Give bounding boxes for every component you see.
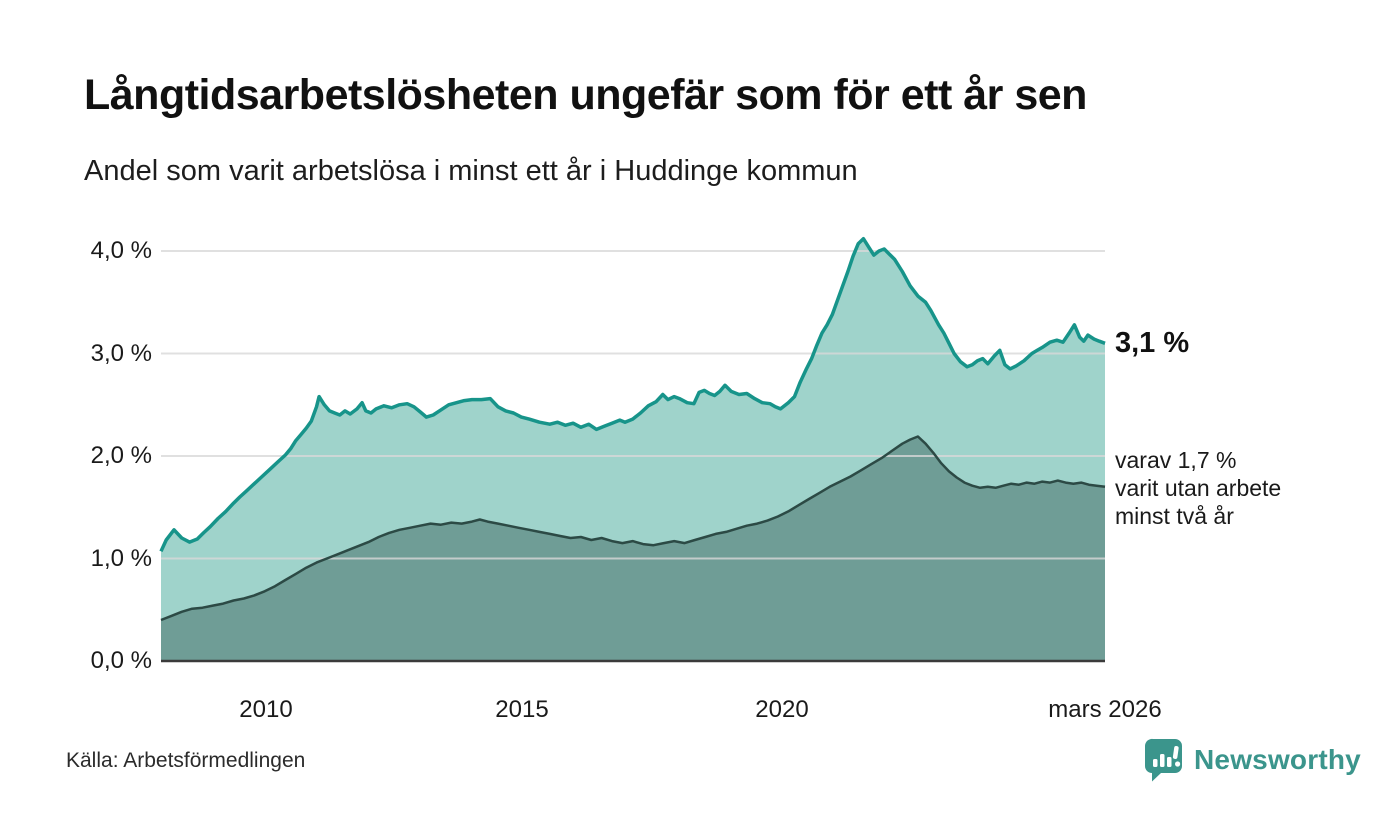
source-text: Källa: Arbetsförmedlingen xyxy=(66,749,306,772)
x-axis-label: mars 2026 xyxy=(1048,696,1162,723)
line-two-year xyxy=(160,435,1106,622)
value-label-two-year-line: varav 1,7 % xyxy=(1115,447,1237,473)
y-axis-label: 0,0 % xyxy=(90,647,152,674)
value-label-one-year: 3,1 % xyxy=(1115,327,1190,359)
newsworthy-logo-icon xyxy=(1144,738,1182,782)
value-label-two-year: varav 1,7 % varit utan arbete minst två … xyxy=(1115,446,1281,530)
value-label-two-year-line: varit utan arbete xyxy=(1115,475,1282,501)
newsworthy-wordmark: Newsworthy xyxy=(1194,744,1361,775)
x-axis-label: 2015 xyxy=(495,696,549,723)
line-one-year xyxy=(159,236,1106,553)
x-axis-label: 2020 xyxy=(755,696,809,723)
y-axis-label: 1,0 % xyxy=(90,545,152,572)
value-label-two-year-line: minst två år xyxy=(1115,503,1234,529)
y-axis-label: 4,0 % xyxy=(90,237,152,264)
gridlines xyxy=(161,250,1105,560)
newsworthy-logo: Newsworthy xyxy=(1144,738,1361,782)
y-axis-label: 3,0 % xyxy=(90,340,152,367)
page-subtitle: Andel som varit arbetslösa i minst ett å… xyxy=(84,155,858,187)
area-two-year xyxy=(161,436,1105,661)
x-axis-label: 2010 xyxy=(239,696,293,723)
y-axis-label: 2,0 % xyxy=(90,442,152,469)
page-title: Långtidsarbetslösheten ungefär som för e… xyxy=(84,71,1087,119)
